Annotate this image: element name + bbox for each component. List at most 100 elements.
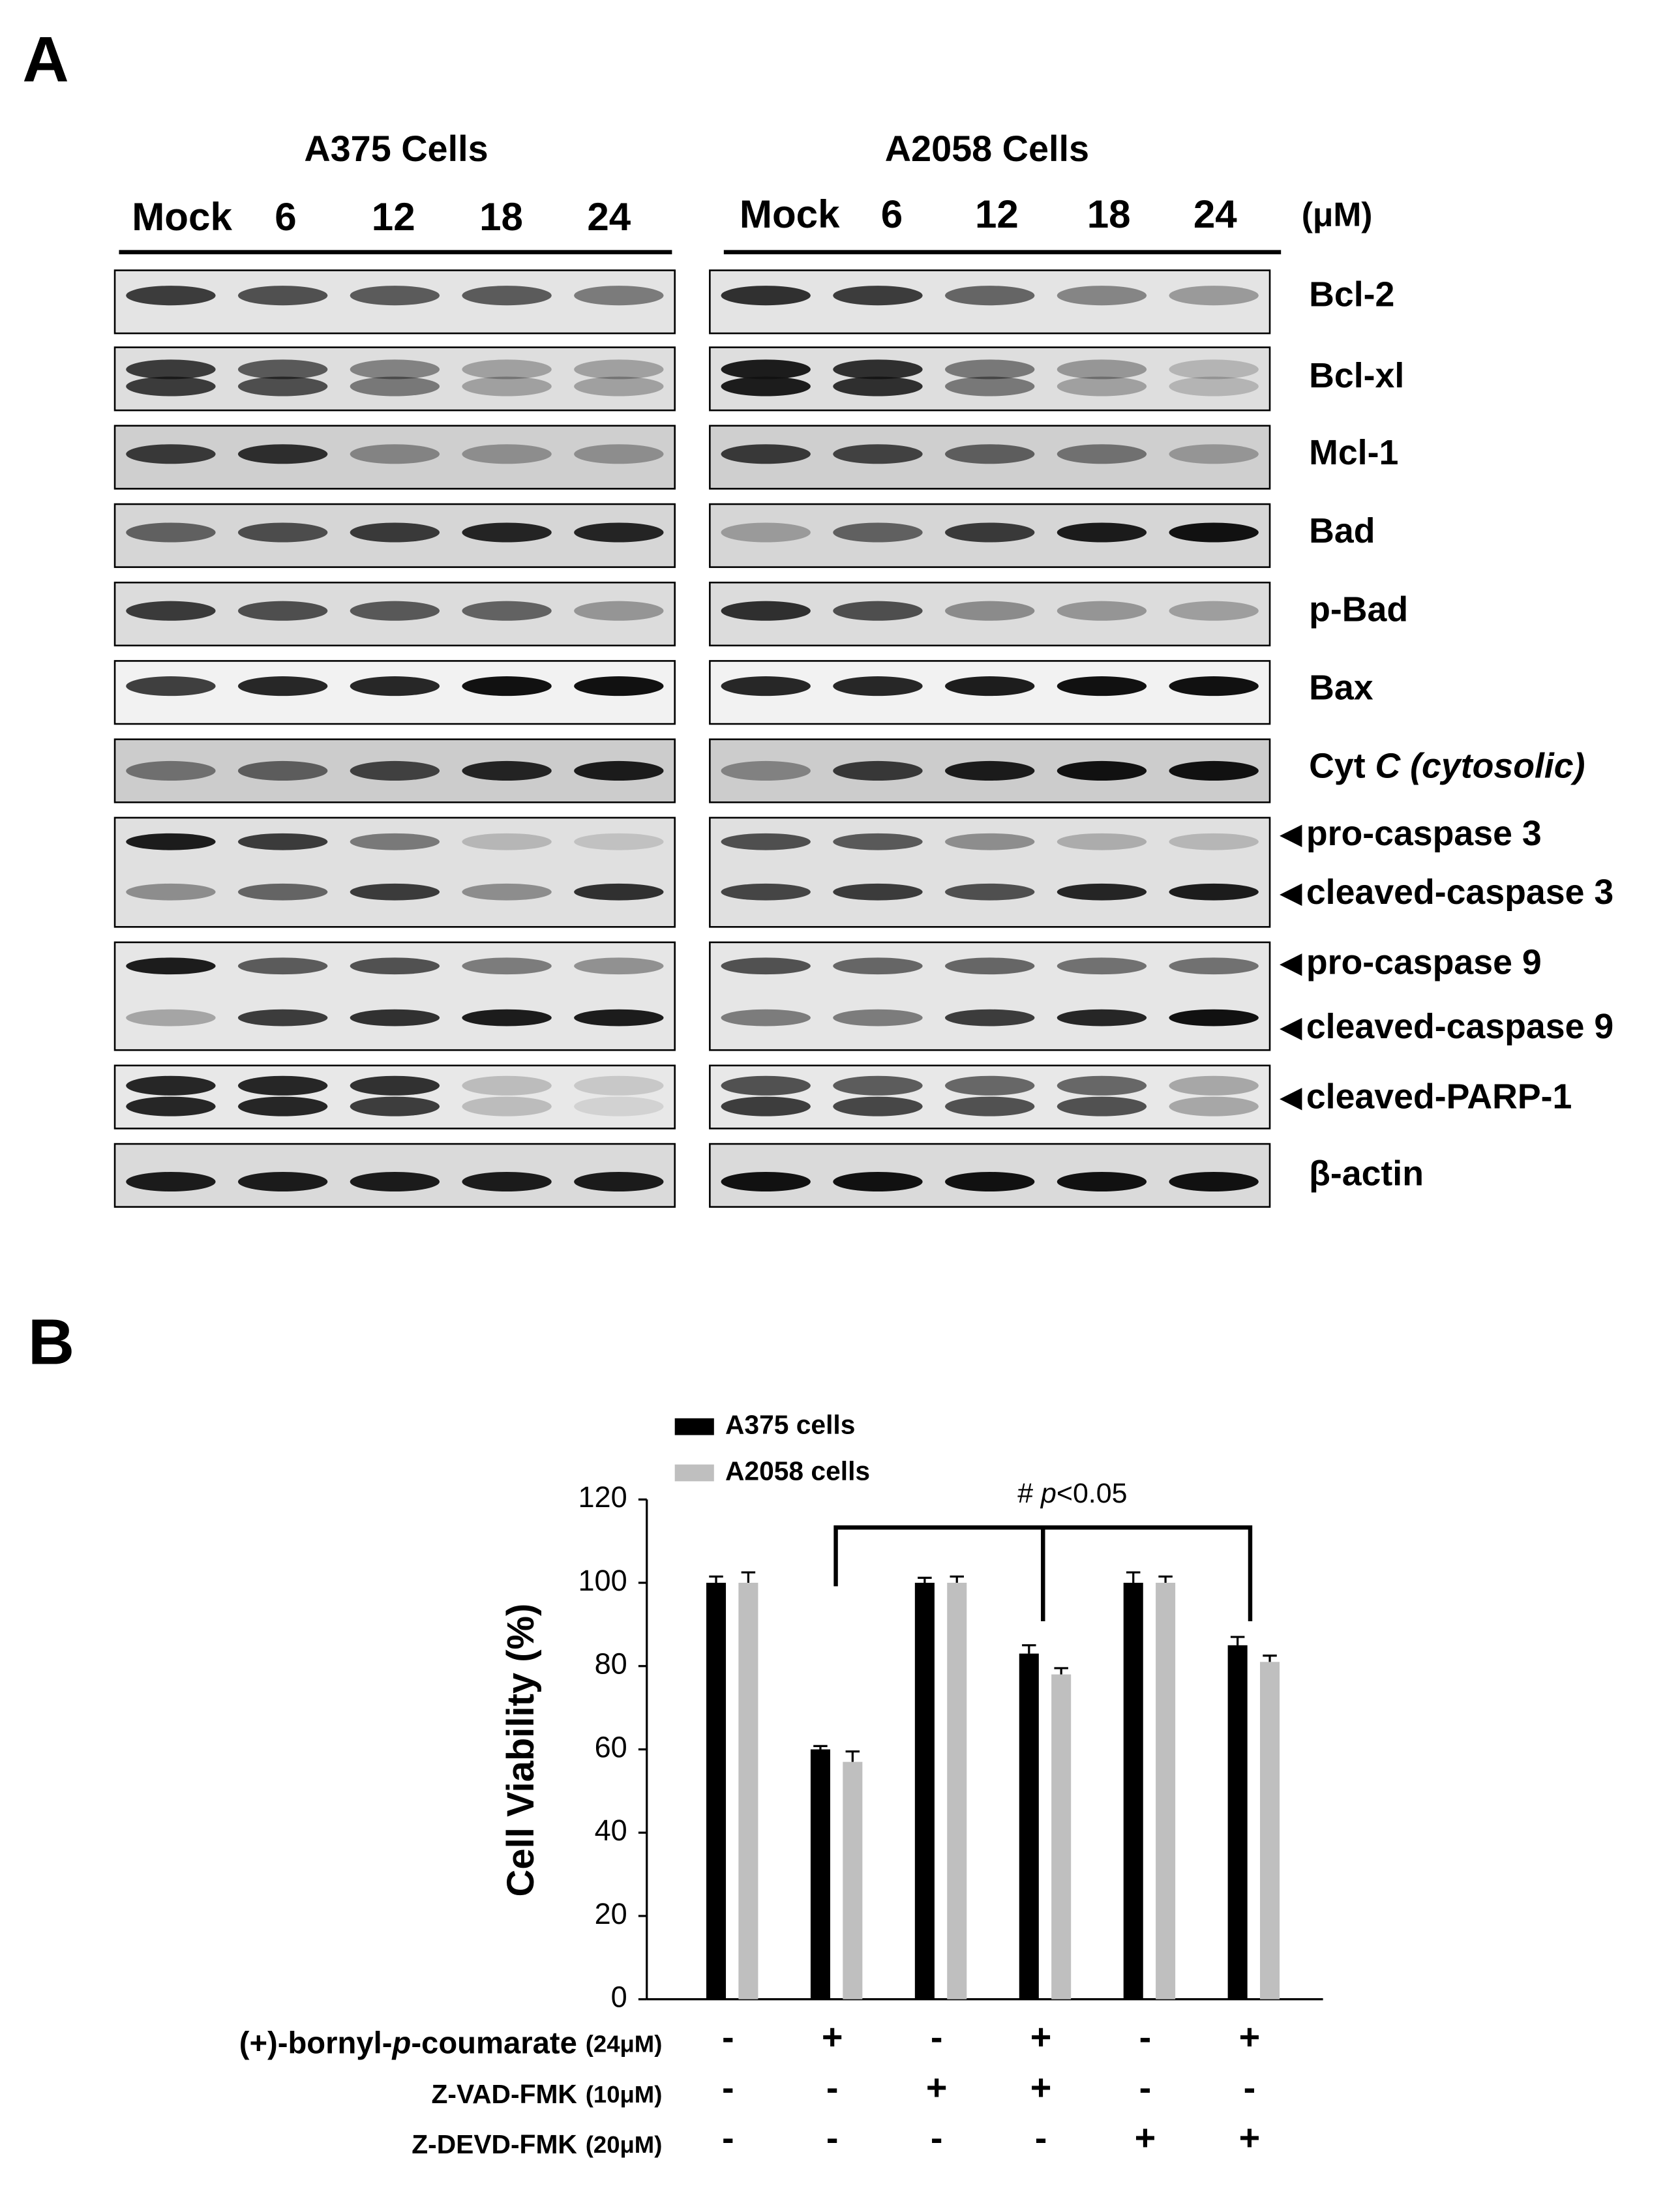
protein-label: pro-caspase 9: [1306, 942, 1542, 981]
blot-band: [1169, 1009, 1259, 1026]
dose-label: 6: [275, 195, 296, 239]
legend-label: A375 cells: [725, 1409, 855, 1439]
error-bar: [845, 1750, 860, 1762]
protein-label: Bcl-xl: [1309, 356, 1404, 395]
blot-band: [945, 676, 1035, 696]
blot-band: [1169, 1171, 1259, 1192]
protein-label: cleaved-caspase 3: [1306, 873, 1613, 912]
blot-band: [833, 376, 923, 397]
error-bar: [741, 1571, 756, 1583]
treatment-label-dose: (10μM): [586, 2080, 663, 2107]
blot-band: [945, 1075, 1035, 1096]
blot-band: [945, 286, 1035, 306]
blot-band: [833, 601, 923, 621]
treatment-label-part: p: [391, 2026, 411, 2061]
blot-band: [237, 1096, 328, 1116]
blot-band: [237, 522, 328, 543]
protein-label-part: Mcl-1: [1309, 433, 1398, 472]
blot-band: [833, 1075, 923, 1096]
blot-band: [462, 883, 552, 901]
blot-panel: [709, 816, 1271, 928]
blot-band: [945, 444, 1035, 464]
error-bar: [813, 1744, 828, 1750]
protein-label-part: Cyt: [1309, 747, 1375, 786]
blot-band: [1169, 1096, 1259, 1116]
blot-band: [1057, 833, 1147, 850]
treatment-sign: +: [926, 2067, 948, 2108]
treatment-sign: -: [1244, 2067, 1256, 2108]
treatment-sign: -: [722, 2117, 734, 2158]
bar: [738, 1583, 758, 1999]
blot-band: [833, 1171, 923, 1192]
dose-label: 12: [372, 195, 415, 239]
blot-band: [1057, 1009, 1147, 1026]
treatment-sign: -: [826, 2067, 839, 2108]
blot-band: [945, 1009, 1035, 1026]
blot-band: [721, 1009, 811, 1026]
treatment-sign: -: [722, 2067, 734, 2108]
blot-band: [574, 286, 664, 306]
blot-band: [1169, 286, 1259, 306]
blot-band: [350, 833, 440, 850]
protein-label: cleaved-PARP-1: [1306, 1077, 1572, 1116]
annotation-part: <0.05: [1057, 1478, 1128, 1509]
blot-band: [350, 444, 440, 464]
treatment-sign: -: [931, 2016, 943, 2058]
blot-band: [350, 1009, 440, 1026]
blot-band: [237, 1009, 328, 1026]
blot-band: [721, 1075, 811, 1096]
blot-band: [350, 522, 440, 543]
blot-band: [350, 1075, 440, 1096]
protein-label: Bad: [1309, 511, 1375, 550]
bar: [706, 1583, 727, 1999]
bar: [1019, 1653, 1039, 1999]
blot-band: [574, 444, 664, 464]
panel-label: B: [28, 1306, 74, 1377]
blot-band: [945, 359, 1035, 380]
blot-band: [350, 1171, 440, 1192]
protein-label: Bax: [1309, 668, 1373, 708]
blot-band: [462, 1075, 552, 1096]
blot-band: [237, 444, 328, 464]
cell-line-title: A375 Cells: [304, 128, 488, 169]
protein-label-part: β-actin: [1309, 1154, 1424, 1193]
blot-band: [945, 760, 1035, 781]
treatment-label-part: -coumarate: [411, 2026, 577, 2061]
blot-band: [1169, 1075, 1259, 1096]
legend-label: A2058 cells: [725, 1456, 870, 1486]
blot-band: [1057, 1096, 1147, 1116]
blot-band: [721, 883, 811, 901]
error-bar: [1054, 1667, 1068, 1675]
blot-band: [350, 376, 440, 397]
error-bar: [1263, 1654, 1277, 1662]
blot-band: [1169, 359, 1259, 380]
protein-label: β-actin: [1309, 1154, 1424, 1193]
blot-band: [721, 760, 811, 781]
panel-label: A: [22, 23, 68, 95]
treatment-label-dose: (20μM): [586, 2131, 663, 2158]
band-arrow: [1280, 953, 1302, 976]
blot-band: [126, 359, 216, 380]
blot-band: [237, 676, 328, 696]
blot-band: [126, 760, 216, 781]
blot-band: [1057, 601, 1147, 621]
protein-label-part: Bad: [1309, 511, 1375, 550]
protein-label: Cyt C (cytosolic): [1309, 747, 1585, 786]
blot-band: [721, 286, 811, 306]
blot-band: [126, 522, 216, 543]
blot-band: [721, 522, 811, 543]
blot-band: [350, 760, 440, 781]
blot-band: [574, 359, 664, 380]
blot-band: [350, 883, 440, 901]
band-arrow: [1280, 1017, 1302, 1041]
annotation-part: #: [1017, 1478, 1041, 1509]
blot-band: [574, 601, 664, 621]
treatment-sign: +: [822, 2016, 843, 2058]
treatment-sign: +: [1239, 2016, 1261, 2058]
blot-band: [350, 359, 440, 380]
blot-band: [833, 833, 923, 850]
annotation: # p<0.05: [1017, 1478, 1127, 1509]
blot-band: [1169, 444, 1259, 464]
treatment-sign: +: [1239, 2117, 1261, 2158]
